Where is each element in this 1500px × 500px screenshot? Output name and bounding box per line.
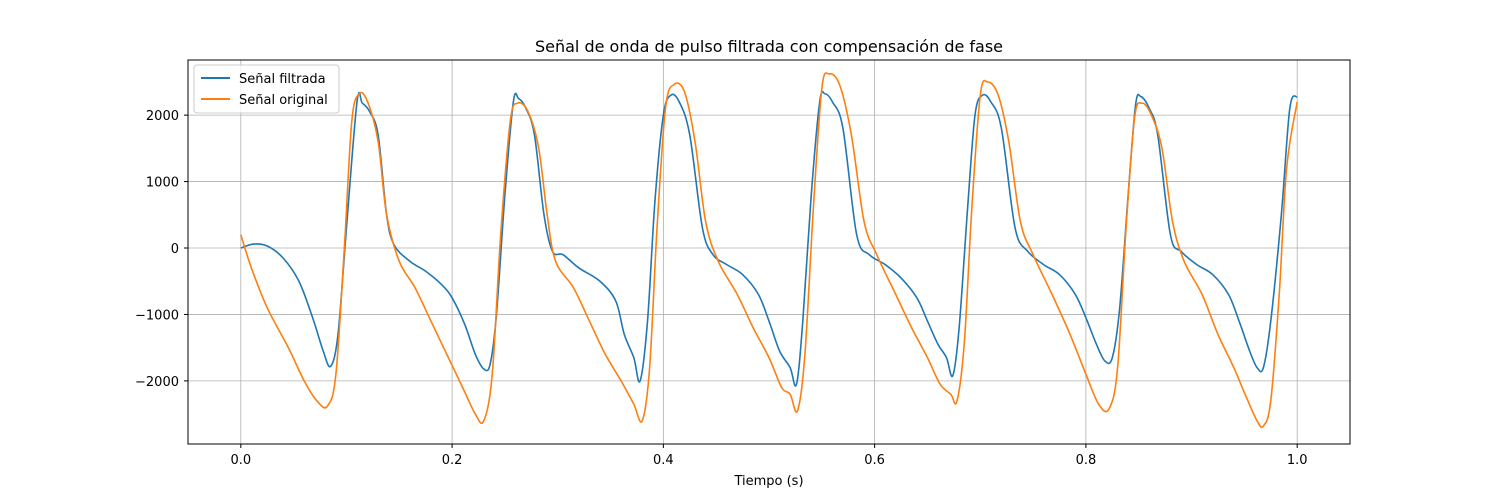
x-tick-label: 0.0 (230, 453, 251, 468)
y-tick-label: −2000 (135, 375, 179, 390)
x-tick-label: 1.0 (1287, 453, 1308, 468)
y-tick-label: 1000 (146, 176, 179, 191)
x-axis-label: Tiempo (s) (733, 474, 803, 489)
y-tick-label: −1000 (135, 308, 179, 323)
plot-frame (187, 59, 1351, 445)
y-axis-ticks: −2000 −1000 0 1000 2000 (135, 109, 188, 390)
legend-box (193, 64, 340, 114)
x-tick-label: 0.8 (1076, 453, 1097, 468)
legend-label-filtered: Señal filtrada (239, 72, 326, 87)
y-tick-label: 2000 (146, 109, 179, 124)
legend: Señal filtrada Señal original (193, 64, 340, 114)
x-tick-label: 0.4 (653, 453, 674, 468)
series-lines (240, 72, 1298, 429)
series-line-original (240, 72, 1298, 429)
x-tick-label: 0.2 (442, 453, 463, 468)
x-axis-ticks: 0.0 0.2 0.4 0.6 0.8 1.0 (230, 444, 1308, 468)
chart-title: Señal de onda de pulso filtrada con comp… (535, 37, 1003, 56)
legend-label-original: Señal original (239, 93, 328, 108)
x-tick-label: 0.6 (864, 453, 885, 468)
y-tick-label: 0 (171, 242, 179, 257)
